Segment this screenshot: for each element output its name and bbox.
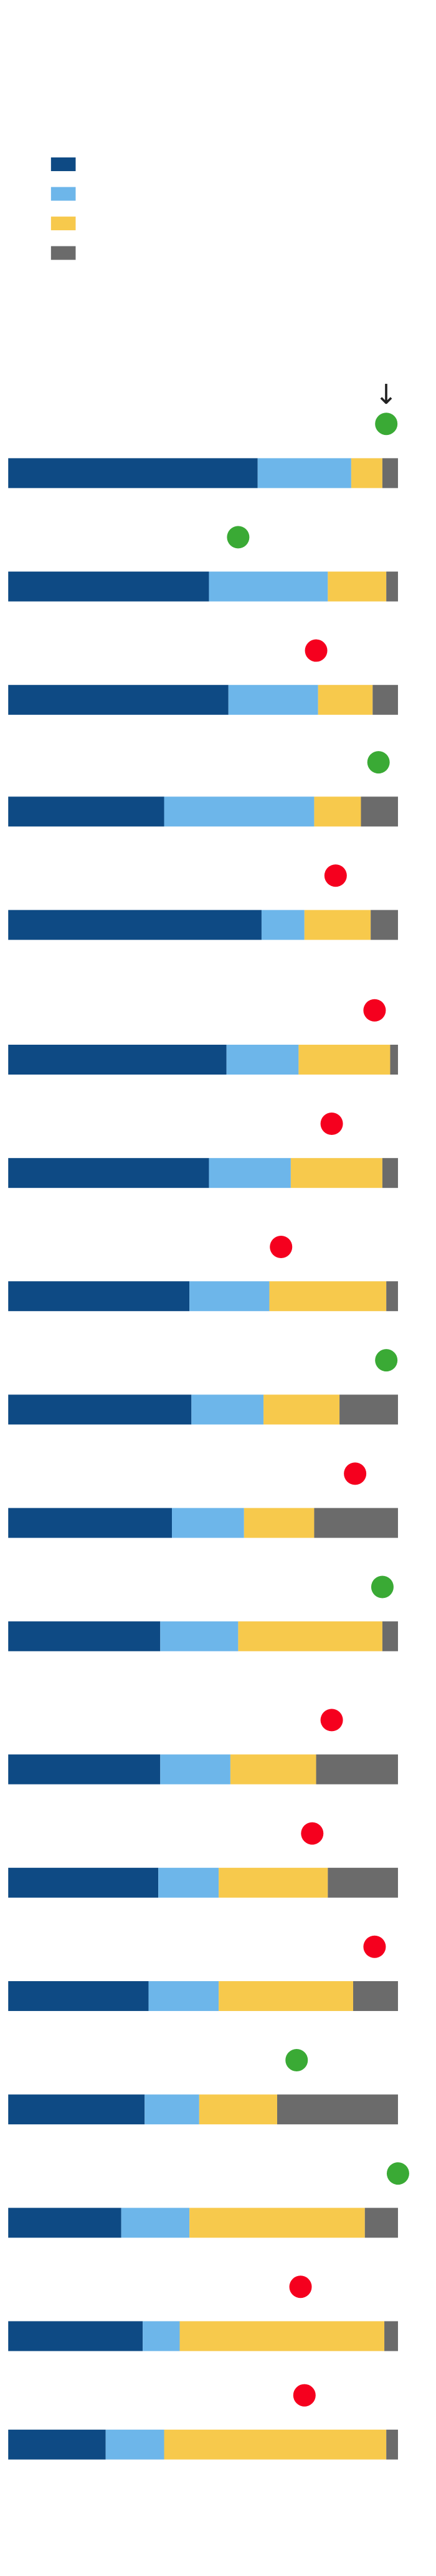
bar-segment: [148, 1981, 219, 2011]
bar-segment: [8, 1044, 227, 1075]
bar-segment: [160, 1754, 230, 1785]
marker-dot: [375, 413, 398, 436]
bar-segment: [364, 2208, 398, 2238]
marker-dot: [320, 1112, 343, 1135]
bar-segment: [8, 2094, 145, 2125]
marker-dot: [324, 864, 347, 887]
bar-segment: [172, 1508, 244, 1538]
bar-segment: [298, 1044, 391, 1075]
bar-segment: [386, 2429, 398, 2460]
bar-segment: [191, 1394, 264, 1425]
bar-segment: [386, 571, 398, 602]
bar-segment: [361, 796, 398, 827]
bar-segment: [179, 2321, 385, 2351]
marker-dot: [293, 2384, 316, 2407]
bar-segment: [386, 1281, 398, 1312]
marker-dot: [363, 999, 386, 1022]
bar-segment: [8, 684, 229, 715]
bar-segment: [328, 571, 387, 602]
bar-segment: [339, 1394, 398, 1425]
bar-segment: [8, 2208, 121, 2238]
marker-dot: [301, 1822, 324, 1845]
bar-segment: [290, 1158, 382, 1188]
bar-segment: [8, 1158, 209, 1188]
bar-segment: [8, 796, 164, 827]
bar-segment: [316, 1754, 398, 1785]
bar-segment: [372, 684, 398, 715]
bar-segment: [209, 1158, 291, 1188]
bar-segment: [382, 1158, 398, 1188]
bar-segment: [390, 1044, 398, 1075]
bar-segment: [304, 910, 371, 940]
bar-segment: [261, 910, 305, 940]
bar-segment: [244, 1508, 315, 1538]
bar-segment: [199, 2094, 277, 2125]
bar-segment: [226, 1044, 299, 1075]
bar-segment: [230, 1754, 316, 1785]
bar-segment: [158, 1867, 219, 1898]
bar-segment: [8, 1281, 190, 1312]
marker-dot: [367, 751, 390, 774]
bar-segment: [145, 2094, 199, 2125]
bar-segment: [8, 458, 258, 488]
bar-segment: [318, 684, 373, 715]
bar-segment: [384, 2321, 398, 2351]
bar-segment: [8, 1621, 161, 1651]
bar-segment: [143, 2321, 180, 2351]
bar-segment: [382, 1621, 398, 1651]
bar-segment: [8, 2429, 106, 2460]
bar-segment: [371, 910, 398, 940]
marker-dot: [320, 1709, 343, 1732]
bar-segment: [8, 1508, 173, 1538]
bar-segment: [8, 571, 209, 602]
bar-segment: [121, 2208, 190, 2238]
bar-segment: [328, 1867, 398, 1898]
legend-swatch: [50, 217, 76, 231]
bar-segment: [238, 1621, 382, 1651]
marker-dot: [344, 1462, 367, 1485]
bar-segment: [219, 1981, 353, 2011]
bar-segment: [228, 684, 318, 715]
marker-dot: [270, 1235, 293, 1258]
bar-segment: [8, 1981, 149, 2011]
marker-dot: [305, 639, 328, 662]
marker-dot: [371, 1575, 394, 1598]
bar-segment: [314, 796, 361, 827]
bar-segment: [257, 458, 351, 488]
bar-segment: [209, 571, 328, 602]
bar-segment: [189, 2208, 365, 2238]
bar-segment: [8, 1754, 161, 1785]
marker-dot: [285, 2048, 308, 2071]
annotation-arrow: ↓: [375, 379, 398, 411]
bar-segment: [8, 2321, 143, 2351]
bar-segment: [8, 910, 262, 940]
bar-segment: [160, 1621, 239, 1651]
bar-segment: [314, 1508, 398, 1538]
bar-segment: [382, 458, 398, 488]
marker-dot: [375, 1349, 398, 1372]
marker-dot: [227, 526, 250, 549]
bar-segment: [8, 1867, 159, 1898]
marker-dot: [386, 2162, 409, 2185]
marker-dot: [363, 1935, 386, 1958]
marker-dot: [289, 2275, 312, 2298]
bar-segment: [164, 2429, 387, 2460]
bar-segment: [8, 1394, 192, 1425]
legend-swatch: [50, 157, 76, 172]
bar-segment: [269, 1281, 387, 1312]
bar-segment: [219, 1867, 328, 1898]
bar-segment: [353, 1981, 398, 2011]
legend-swatch: [50, 187, 76, 201]
bar-segment: [164, 796, 315, 827]
bar-segment: [263, 1394, 340, 1425]
bar-segment: [351, 458, 382, 488]
legend-swatch: [50, 246, 76, 260]
bar-segment: [277, 2094, 398, 2125]
bar-segment: [189, 1281, 270, 1312]
bar-segment: [105, 2429, 164, 2460]
